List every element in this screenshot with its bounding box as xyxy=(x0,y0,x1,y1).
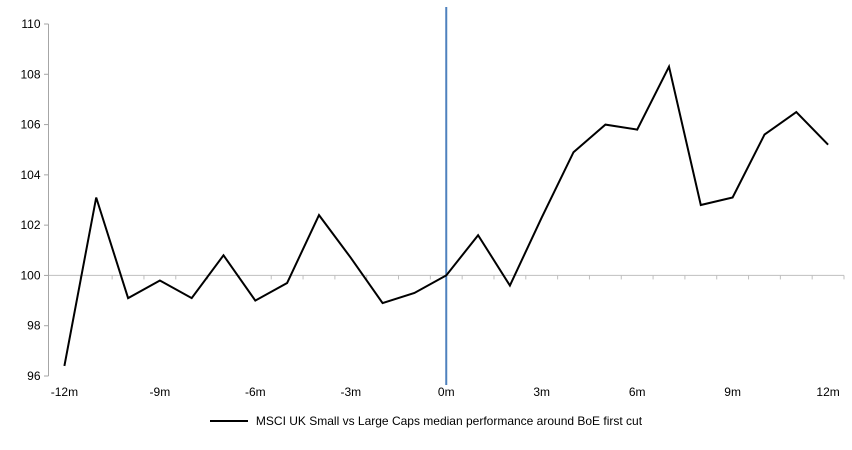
x-axis-tick-label: 12m xyxy=(816,385,839,399)
y-axis-tick-label: 108 xyxy=(20,67,40,81)
x-axis-tick-label: -3m xyxy=(340,385,361,399)
x-axis-tick-label: -12m xyxy=(51,385,78,399)
y-axis-tick-label: 102 xyxy=(20,218,40,232)
y-axis-tick-label: 106 xyxy=(20,118,40,132)
legend-line-swatch xyxy=(209,420,248,422)
y-axis-tick-label: 104 xyxy=(20,168,40,182)
y-axis-tick-label: 100 xyxy=(20,268,40,282)
y-axis-tick-label: 98 xyxy=(27,319,41,333)
legend-label: MSCI UK Small vs Large Caps median perfo… xyxy=(255,414,643,428)
y-axis-tick-label: 96 xyxy=(27,369,41,383)
chart-legend: MSCI UK Small vs Large Caps median perfo… xyxy=(0,414,852,428)
x-axis-tick-label: 6m xyxy=(629,385,646,399)
x-axis-tick-label: -9m xyxy=(150,385,171,399)
x-axis-tick-label: 3m xyxy=(533,385,550,399)
x-axis-tick-label: 9m xyxy=(724,385,741,399)
series-line xyxy=(63,63,829,367)
x-axis-tick-label: 0m xyxy=(438,385,455,399)
x-axis-tick-label: -6m xyxy=(245,385,266,399)
y-axis-tick-label: 110 xyxy=(21,17,40,31)
